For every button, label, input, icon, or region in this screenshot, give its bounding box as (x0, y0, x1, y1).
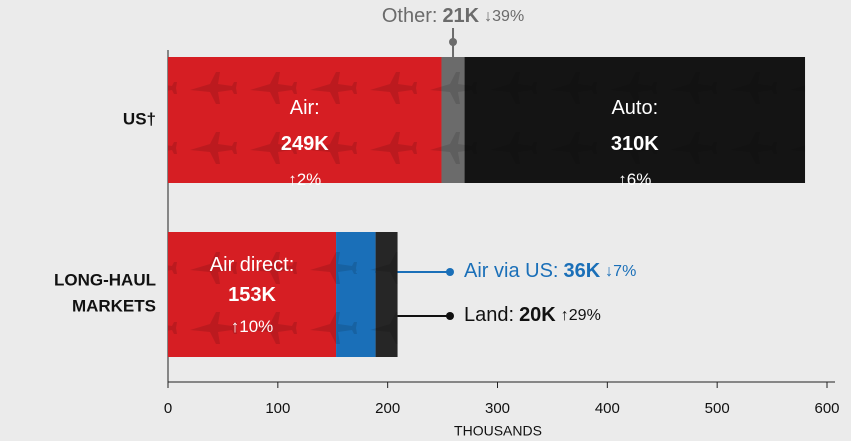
x-tick-label: 500 (705, 400, 730, 417)
segment-label: Auto: 310K ↑6% (611, 97, 659, 189)
value-label: 249K (281, 133, 329, 155)
change-label: ↑2% (288, 170, 321, 189)
x-tick-label: 100 (265, 400, 290, 417)
bar-texture (336, 232, 376, 357)
change-label: ↑29% (561, 307, 601, 324)
bar-texture (168, 57, 442, 183)
value-label: 20K (519, 304, 556, 326)
segment-label: Land: 20K ↑29% (464, 304, 601, 326)
segment-label: Air via US: 36K ↓7% (464, 260, 636, 282)
name: Land: (464, 304, 514, 326)
x-tick-label: 600 (814, 400, 839, 417)
category-label: US† (123, 109, 156, 128)
change-label: ↓7% (605, 263, 636, 280)
bar-texture (168, 232, 337, 357)
value-label: 21K (442, 5, 479, 27)
value-label: 310K (611, 133, 659, 155)
bar-texture (464, 57, 806, 183)
x-tick-label: 0 (164, 400, 172, 417)
segment-label: Air: 249K ↑2% (281, 97, 329, 189)
x-tick-label: 300 (485, 400, 510, 417)
callout-dot (446, 268, 454, 276)
name: Auto: (611, 97, 658, 119)
name: Air via US: (464, 260, 558, 282)
category-label: LONG-HAUL MARKETS (54, 271, 156, 316)
value-label: 153K (228, 284, 276, 306)
value-label: 36K (563, 260, 600, 282)
change-label: ↑10% (231, 317, 274, 336)
x-tick-label: 400 (595, 400, 620, 417)
bar-texture (441, 57, 465, 183)
bar-texture (375, 232, 398, 357)
change-label: ↓39% (484, 8, 524, 25)
name: Air direct: (210, 254, 294, 276)
name: Air: (290, 97, 320, 119)
x-tick-label: 200 (375, 400, 400, 417)
name: Other: (382, 5, 438, 27)
x-axis-label: THOUSANDS (454, 423, 542, 439)
segment-label: Other: 21K ↓39% (382, 5, 524, 27)
callout-dot (446, 312, 454, 320)
callout-dot (449, 38, 458, 46)
change-label: ↑6% (618, 170, 651, 189)
segment-label: Air direct: 153K ↑10% (210, 254, 294, 336)
